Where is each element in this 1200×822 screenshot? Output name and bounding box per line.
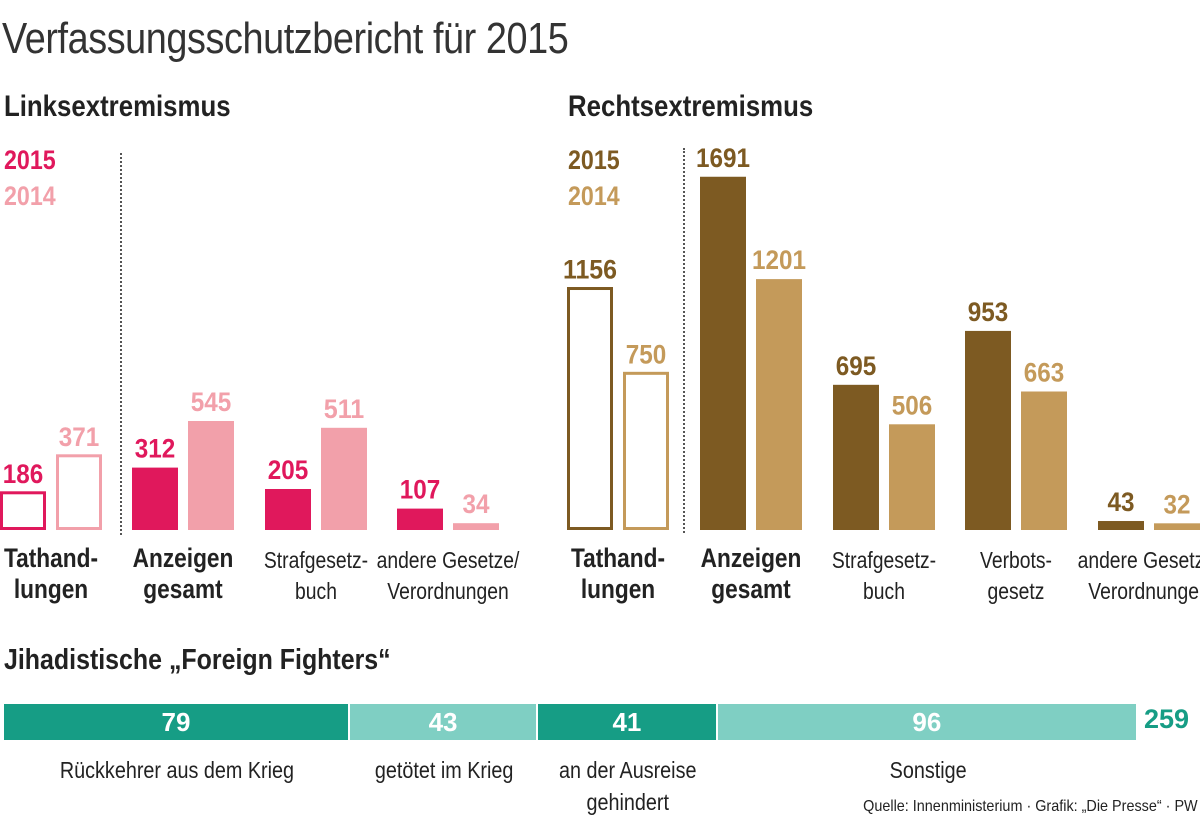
links-bar <box>56 454 102 530</box>
rechts-category-label: Tathand- lungen <box>570 543 666 604</box>
rechts-bar <box>700 176 746 530</box>
rechts-bar-value: 750 <box>626 339 667 369</box>
rechts-bar-value: 663 <box>1024 357 1065 387</box>
rechts-category-label: Verbots- gesetz <box>980 547 1052 604</box>
links-bar <box>321 427 367 530</box>
links-bar-value: 205 <box>268 455 309 485</box>
rechts-bar <box>756 279 802 530</box>
foreign-fighters-segment: 96 <box>717 704 1136 740</box>
rechts-category-label: Strafgesetz- buch <box>831 547 937 604</box>
rechts-bar <box>1154 523 1200 530</box>
rechts-category-label: Anzeigen gesamt <box>700 543 802 604</box>
foreign-fighters-title: Jihadistische „Foreign Fighters“ <box>4 644 391 676</box>
rechts-bar-value: 1691 <box>696 143 750 173</box>
rechts-bar-value: 953 <box>968 297 1009 327</box>
foreign-fighters-segment: 41 <box>538 704 716 740</box>
links-bar-value: 312 <box>135 434 176 464</box>
links-category-label: Anzeigen gesamt <box>132 543 234 604</box>
foreign-fighters-label: Sonstige <box>889 757 967 783</box>
rechts-legend-2014: 2014 <box>568 181 620 211</box>
foreign-fighters-total: 259 <box>1144 704 1190 734</box>
links-legend-2015: 2015 <box>4 145 56 175</box>
rechts-bar-value: 43 <box>1108 487 1135 517</box>
rechts-bar <box>965 330 1011 530</box>
rechts-bar-value: 695 <box>836 351 877 381</box>
links-bar <box>0 491 46 530</box>
rechts-bar-value: 32 <box>1164 489 1191 519</box>
chart-title: Verfassungsschutzbericht für 2015 <box>2 14 569 63</box>
rechts-divider <box>683 148 685 533</box>
rechts-bar-value: 1156 <box>563 255 617 285</box>
links-bar-value: 511 <box>324 394 365 424</box>
foreign-fighters-segment: 43 <box>349 704 537 740</box>
rechts-panel-title: Rechtsextremismus <box>568 90 814 123</box>
links-bar <box>132 467 178 530</box>
rechts-bar-value: 1201 <box>752 245 806 275</box>
links-category-label: andere Gesetze/ Verordnungen <box>376 547 520 604</box>
rechts-bar <box>889 424 935 530</box>
rechts-bar <box>1021 391 1067 530</box>
links-bar-value: 107 <box>400 475 441 505</box>
source-note: Quelle: Innenministerium · Grafik: „Die … <box>863 798 1198 815</box>
links-bar-value: 186 <box>3 459 44 489</box>
foreign-fighters-label: getötet im Krieg <box>374 757 514 783</box>
foreign-fighters-segment: 79 <box>4 704 348 740</box>
rechts-bar <box>567 287 613 530</box>
links-panel-title: Linksextremismus <box>4 90 231 123</box>
links-bar <box>397 508 443 530</box>
rechts-bar-value: 506 <box>892 390 933 420</box>
links-bar <box>453 523 499 530</box>
links-bar <box>265 489 311 530</box>
rechts-legend-2015: 2015 <box>568 145 620 175</box>
foreign-fighters-label: Rückkehrer aus dem Krieg <box>59 757 295 783</box>
links-divider <box>120 153 122 535</box>
links-bar-value: 34 <box>463 489 490 519</box>
foreign-fighters-label: an der Ausreise gehindert <box>559 757 697 815</box>
links-category-label: Tathand- lungen <box>3 543 99 604</box>
rechts-category-label: andere Gesetze/ Verordnungen <box>1077 547 1200 604</box>
rechts-bar <box>623 371 669 531</box>
links-bar-value: 371 <box>59 422 100 452</box>
links-category-label: Strafgesetz- buch <box>263 547 369 604</box>
rechts-bar <box>1098 521 1144 530</box>
bar-charts: 186 371 312 545 205 511 107 34 1156 750 1691 1201 69… <box>0 143 1200 531</box>
links-bar-value: 545 <box>191 387 232 417</box>
links-bar <box>188 421 234 530</box>
links-legend-2014: 2014 <box>4 181 56 211</box>
rechts-bar <box>833 384 879 530</box>
